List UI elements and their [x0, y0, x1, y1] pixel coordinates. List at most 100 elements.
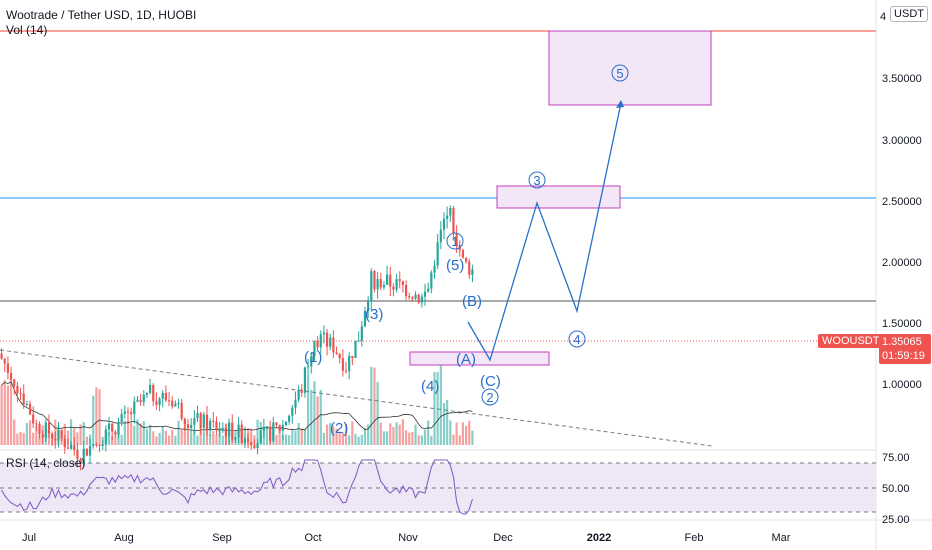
- volume-bar: [417, 435, 420, 445]
- volume-bar: [423, 429, 427, 445]
- volume-bar: [16, 433, 19, 445]
- volume-bar: [316, 396, 319, 445]
- candle-body: [101, 444, 104, 446]
- candle-body: [73, 445, 76, 451]
- candle-body: [190, 424, 193, 429]
- svg-text:5: 5: [616, 66, 623, 81]
- target-zone-wave-5[interactable]: [548, 30, 712, 106]
- candle-body: [307, 366, 310, 368]
- volume-bar: [338, 432, 341, 445]
- volume-bar: [174, 435, 177, 445]
- candle-body: [60, 429, 63, 439]
- volume-bar: [395, 422, 398, 445]
- volume-bar: [250, 428, 253, 445]
- volume-bar: [376, 381, 379, 445]
- volume-bar: [13, 419, 16, 445]
- volume-bar: [171, 429, 174, 445]
- volume-bar: [449, 420, 452, 445]
- candle-body: [436, 242, 439, 266]
- volume-bar: [300, 428, 303, 445]
- volume-bar: [436, 372, 439, 445]
- volume-bar: [363, 428, 367, 445]
- candle-body: [22, 393, 25, 405]
- volume-bar: [73, 428, 76, 445]
- candle-body: [449, 207, 452, 216]
- candle-body: [243, 439, 246, 444]
- candle-body: [3, 358, 6, 364]
- wave-label-5: (5): [446, 257, 464, 274]
- volume-bar: [439, 364, 442, 445]
- candle-body: [183, 418, 186, 425]
- candle-body: [180, 402, 183, 419]
- candle-body: [344, 370, 348, 372]
- volume-legend[interactable]: Vol (14): [6, 23, 48, 37]
- candle-body: [269, 426, 272, 441]
- volume-bar: [66, 430, 70, 445]
- target-zone-wave-2[interactable]: [409, 351, 550, 366]
- volume-bar: [155, 436, 158, 445]
- volume-bar: [455, 422, 458, 445]
- candle-body: [142, 394, 145, 403]
- volume-bar: [76, 432, 79, 445]
- candle-body: [218, 429, 221, 431]
- volume-bar: [288, 435, 291, 445]
- candle-body: [136, 400, 139, 402]
- candle-body: [32, 414, 35, 424]
- candle-body: [389, 274, 392, 287]
- candle-body: [205, 414, 209, 431]
- last-price-box: 1.35065 01:59:19: [879, 334, 931, 364]
- wave-label-3: (3): [365, 306, 383, 323]
- candle-body: [158, 398, 161, 405]
- volume-bar: [281, 435, 284, 445]
- volume-bars: [0, 364, 474, 445]
- svg-text:4: 4: [573, 332, 580, 347]
- candle-body: [19, 393, 22, 395]
- candle-body: [35, 423, 38, 425]
- candle-body: [322, 332, 325, 335]
- bar-countdown: 01:59:19: [882, 350, 925, 362]
- candle-body: [386, 274, 389, 285]
- volume-bar: [357, 436, 360, 445]
- circled-wave-3: 3: [528, 171, 546, 189]
- volume-bar: [145, 428, 149, 445]
- candle-body: [234, 437, 237, 440]
- candle-body: [427, 288, 430, 292]
- candle-body: [177, 402, 180, 404]
- candle-body: [338, 353, 341, 359]
- candle-body: [0, 353, 3, 359]
- volume-bar: [294, 430, 297, 445]
- volume-bar: [291, 428, 294, 445]
- candle-body: [104, 429, 107, 445]
- volume-bar: [446, 399, 449, 445]
- price-axis-label: 2.50000: [882, 196, 922, 208]
- volume-bar: [430, 435, 433, 445]
- volume-bar: [209, 434, 212, 445]
- volume-bar: [28, 420, 32, 445]
- volume-bar: [149, 424, 152, 445]
- candle-body: [215, 421, 218, 430]
- candle-body: [196, 413, 199, 419]
- time-axis-label: Mar: [772, 532, 791, 544]
- currency-unit-badge[interactable]: USDT: [890, 6, 928, 22]
- target-zone-wave-3[interactable]: [496, 185, 621, 209]
- volume-bar: [136, 419, 139, 445]
- rsi-axis-label: 75.00: [882, 452, 910, 464]
- candle-body: [354, 340, 357, 359]
- volume-ma-line: [1, 381, 473, 432]
- time-axis-label: Aug: [114, 532, 134, 544]
- descending-trendline[interactable]: [0, 349, 713, 447]
- rsi-legend[interactable]: RSI (14, close): [6, 456, 86, 470]
- volume-bar: [139, 423, 142, 445]
- volume-bar: [386, 431, 389, 445]
- volume-bar: [303, 429, 307, 445]
- wave-projection-path[interactable]: [467, 102, 622, 362]
- candle-body: [57, 429, 60, 441]
- symbol-price-tag: WOOUSDT: [818, 334, 884, 348]
- volume-bar: [335, 428, 338, 445]
- candle-body: [420, 296, 423, 303]
- candle-body: [79, 458, 82, 464]
- candle-body: [202, 414, 205, 428]
- volume-bar: [354, 433, 357, 445]
- candle-body: [25, 403, 28, 405]
